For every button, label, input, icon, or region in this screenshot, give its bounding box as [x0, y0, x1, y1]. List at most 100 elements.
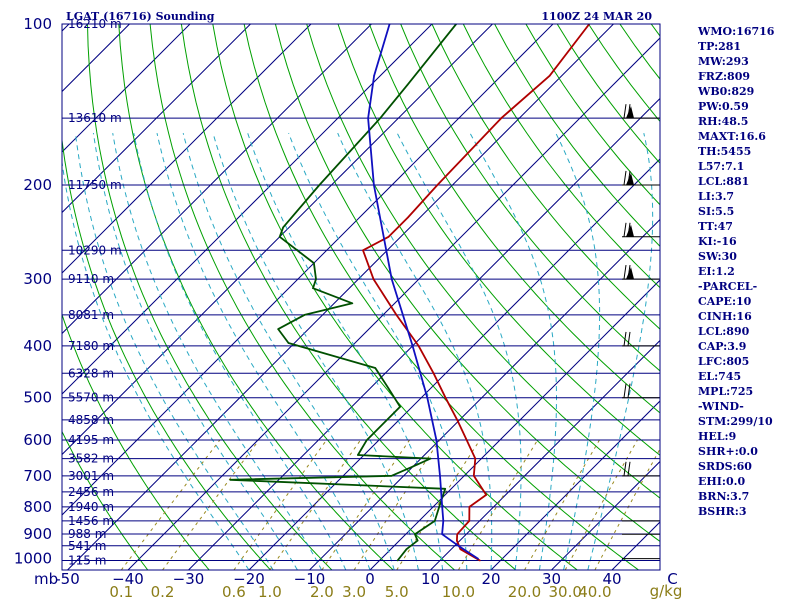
- parcel-trace-point: [390, 278, 393, 280]
- sounding-indices-panel: WMO:16716 TP:281 MW:293 FRZ:809 WB0:829 PW:0.…: [698, 24, 798, 519]
- dry-adiabat-line: [274, 24, 660, 543]
- temperature-trace-point: [479, 559, 481, 562]
- dewpoint-trace-point: [277, 328, 280, 330]
- wind-barb-pennant: [626, 267, 634, 280]
- sounding-index-item: RH:48.5: [698, 115, 749, 128]
- wind-barb: [622, 383, 660, 399]
- wind-barb: [622, 104, 660, 119]
- parcel-trace-point: [442, 520, 445, 522]
- mixing-ratio-label: 40.0: [578, 583, 611, 600]
- temperature-trace-point: [474, 457, 477, 460]
- dewpoint-trace-point: [229, 479, 232, 481]
- sounding-index-item: BRN:3.7: [698, 490, 750, 503]
- sounding-index-item: CAPE:10: [698, 295, 752, 308]
- dry-adiabat-line: [368, 24, 660, 414]
- height-level-label: 1456 m: [68, 514, 114, 528]
- dewpoint-trace-point: [444, 488, 447, 490]
- mixing-ratio-label: 0.6: [222, 583, 246, 600]
- moist-adiabat-line: [587, 132, 654, 570]
- pressure-tick-label: 700: [23, 467, 52, 485]
- moist-adiabat-line: [212, 132, 419, 570]
- sounding-index-item: TP:281: [698, 40, 742, 53]
- dewpoint-trace-point: [318, 184, 321, 186]
- parcel-trace-point: [459, 546, 461, 548]
- dewpoint-trace-point: [282, 226, 285, 229]
- moist-adiabat-line: [396, 132, 522, 570]
- sounding-index-item: -WIND-: [698, 400, 744, 413]
- sounding-index-item: TT:47: [698, 220, 733, 233]
- moist-adiabat-line: [133, 133, 347, 570]
- wind-barb: [622, 170, 660, 186]
- pressure-tick-label: 200: [23, 176, 52, 194]
- pressure-tick-label: 400: [23, 337, 52, 355]
- temperature-tick-label: −30: [173, 570, 205, 588]
- dry-adiabat-line: [462, 24, 660, 289]
- dry-adiabat-line: [62, 313, 210, 570]
- dewpoint-trace-point: [416, 539, 419, 542]
- parcel-trace-point: [373, 75, 375, 77]
- sounding-index-item: PW:0.59: [698, 100, 749, 113]
- dewpoint-trace-point: [429, 457, 432, 460]
- dewpoint-trace-point: [406, 84, 409, 86]
- pressure-tick-label: 900: [23, 525, 52, 543]
- height-level-label: 3582 m: [68, 452, 114, 466]
- temperature-trace-point: [432, 372, 435, 375]
- temperature-tick-label: 20: [481, 570, 500, 588]
- sounding-index-item: MW:293: [698, 55, 749, 68]
- sounding-index-item: EL:745: [698, 370, 742, 383]
- sounding-index-item: MAXT:16.6: [698, 130, 766, 143]
- sounding-index-item: BSHR:3: [698, 505, 747, 518]
- height-level-label: 9110 m: [68, 272, 114, 286]
- dewpoint-trace-point: [405, 548, 408, 550]
- dewpoint-trace-point: [399, 406, 401, 408]
- dewpoint-trace-point: [357, 454, 359, 456]
- temperature-trace-point: [372, 278, 375, 280]
- moist-adiabat-line: [74, 133, 274, 570]
- temperature-trace-point: [444, 396, 447, 399]
- dewpoint-trace-point: [278, 236, 281, 238]
- sounding-index-item: LFC:805: [698, 355, 750, 368]
- height-level-label: 988 m: [68, 527, 106, 541]
- height-level-label: 541 m: [68, 539, 106, 553]
- mixing-ratio-label: 3.0: [342, 583, 366, 600]
- temperature-tick-label: -50: [55, 570, 80, 588]
- height-level-label: 8081 m: [68, 308, 114, 322]
- sounding-index-item: CAP:3.9: [698, 340, 747, 353]
- parcel-trace-point: [439, 475, 441, 477]
- dewpoint-trace-point: [315, 278, 317, 280]
- dewpoint-trace-point: [438, 506, 441, 508]
- parcel-trace-point: [441, 506, 444, 508]
- temperature-trace-point: [485, 494, 488, 496]
- temperature-trace-point: [473, 475, 475, 477]
- parcel-trace-point: [411, 345, 414, 347]
- dry-adiabat-line: [337, 24, 660, 456]
- sounding-index-item: MPL:725: [698, 385, 754, 398]
- height-level-label: 2456 m: [68, 485, 114, 499]
- wind-barb-layer: [622, 104, 660, 560]
- height-level-label: 13610 m: [68, 111, 122, 125]
- temperature-tick-label: 40: [602, 570, 621, 588]
- parcel-trace-point: [477, 557, 479, 560]
- dry-adiabat-line: [400, 24, 660, 372]
- chart-title: LGAT (16716) Sounding: [66, 10, 215, 23]
- sounding-index-item: WMO:16716: [698, 25, 775, 38]
- dewpoint-trace-point: [390, 475, 393, 477]
- dry-adiabat-line: [149, 24, 455, 570]
- temperature-trace-point: [387, 236, 390, 238]
- mixing-ratio-line: [233, 439, 327, 570]
- dewpoint-trace-point: [414, 533, 416, 535]
- height-level-label: 7180 m: [68, 339, 114, 353]
- mixing-ratio-line: [162, 439, 260, 570]
- wind-barb: [622, 265, 660, 280]
- temperature-tick-label: −20: [233, 570, 265, 588]
- parcel-trace-point: [435, 439, 438, 441]
- wind-barb-feather: [627, 331, 631, 346]
- mixing-ratio-line: [457, 439, 539, 570]
- wind-barb-feather: [623, 265, 627, 280]
- wind-barb-feather: [623, 461, 627, 476]
- mixing-ratio-line: [594, 448, 660, 570]
- pressure-tick-label: 800: [23, 498, 52, 516]
- mixing-ratio-label: 0.1: [109, 583, 133, 600]
